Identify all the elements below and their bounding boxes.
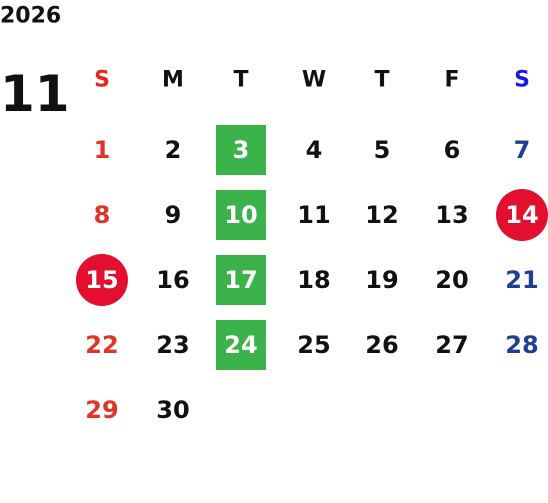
day-number: 15 xyxy=(85,266,118,294)
day-number: 8 xyxy=(94,201,111,229)
day-number: 3 xyxy=(233,136,250,164)
year: 2026 xyxy=(0,4,61,29)
day-number: 7 xyxy=(514,136,531,164)
day-number: 6 xyxy=(444,136,461,164)
day-number: 30 xyxy=(156,396,189,424)
highlight-box xyxy=(216,320,266,370)
day-number: 20 xyxy=(435,266,468,294)
day-number: 22 xyxy=(85,331,118,359)
day-number: 26 xyxy=(365,331,398,359)
highlight-box xyxy=(216,125,266,175)
highlight-box xyxy=(216,190,266,240)
day-number: 27 xyxy=(435,331,468,359)
day-number: 13 xyxy=(435,201,468,229)
day-number: 14 xyxy=(505,201,538,229)
highlight-circle xyxy=(496,189,548,241)
day-number: 1 xyxy=(94,136,111,164)
day-number: 12 xyxy=(365,201,398,229)
day-number: 16 xyxy=(156,266,189,294)
day-number: 4 xyxy=(306,136,323,164)
weekday-label: T xyxy=(233,68,248,93)
day-number: 18 xyxy=(297,266,330,294)
day-number: 28 xyxy=(505,331,538,359)
day-number: 17 xyxy=(224,266,257,294)
day-number: 23 xyxy=(156,331,189,359)
day-number: 9 xyxy=(165,201,182,229)
day-number: 25 xyxy=(297,331,330,359)
month: 11 xyxy=(0,65,70,123)
day-number: 21 xyxy=(505,266,538,294)
day-number: 5 xyxy=(374,136,391,164)
weekday-label: W xyxy=(302,68,326,93)
day-number: 2 xyxy=(165,136,182,164)
weekday-label: F xyxy=(444,68,459,93)
highlight-circle xyxy=(76,254,128,306)
weekday-label: T xyxy=(374,68,389,93)
day-number: 24 xyxy=(224,331,257,359)
highlight-box xyxy=(216,255,266,305)
weekday-label: S xyxy=(94,68,110,93)
day-number: 11 xyxy=(297,201,330,229)
day-number: 19 xyxy=(365,266,398,294)
weekday-label: M xyxy=(162,68,184,93)
day-number: 29 xyxy=(85,396,118,424)
day-number: 10 xyxy=(224,201,257,229)
weekday-label: S xyxy=(514,68,530,93)
